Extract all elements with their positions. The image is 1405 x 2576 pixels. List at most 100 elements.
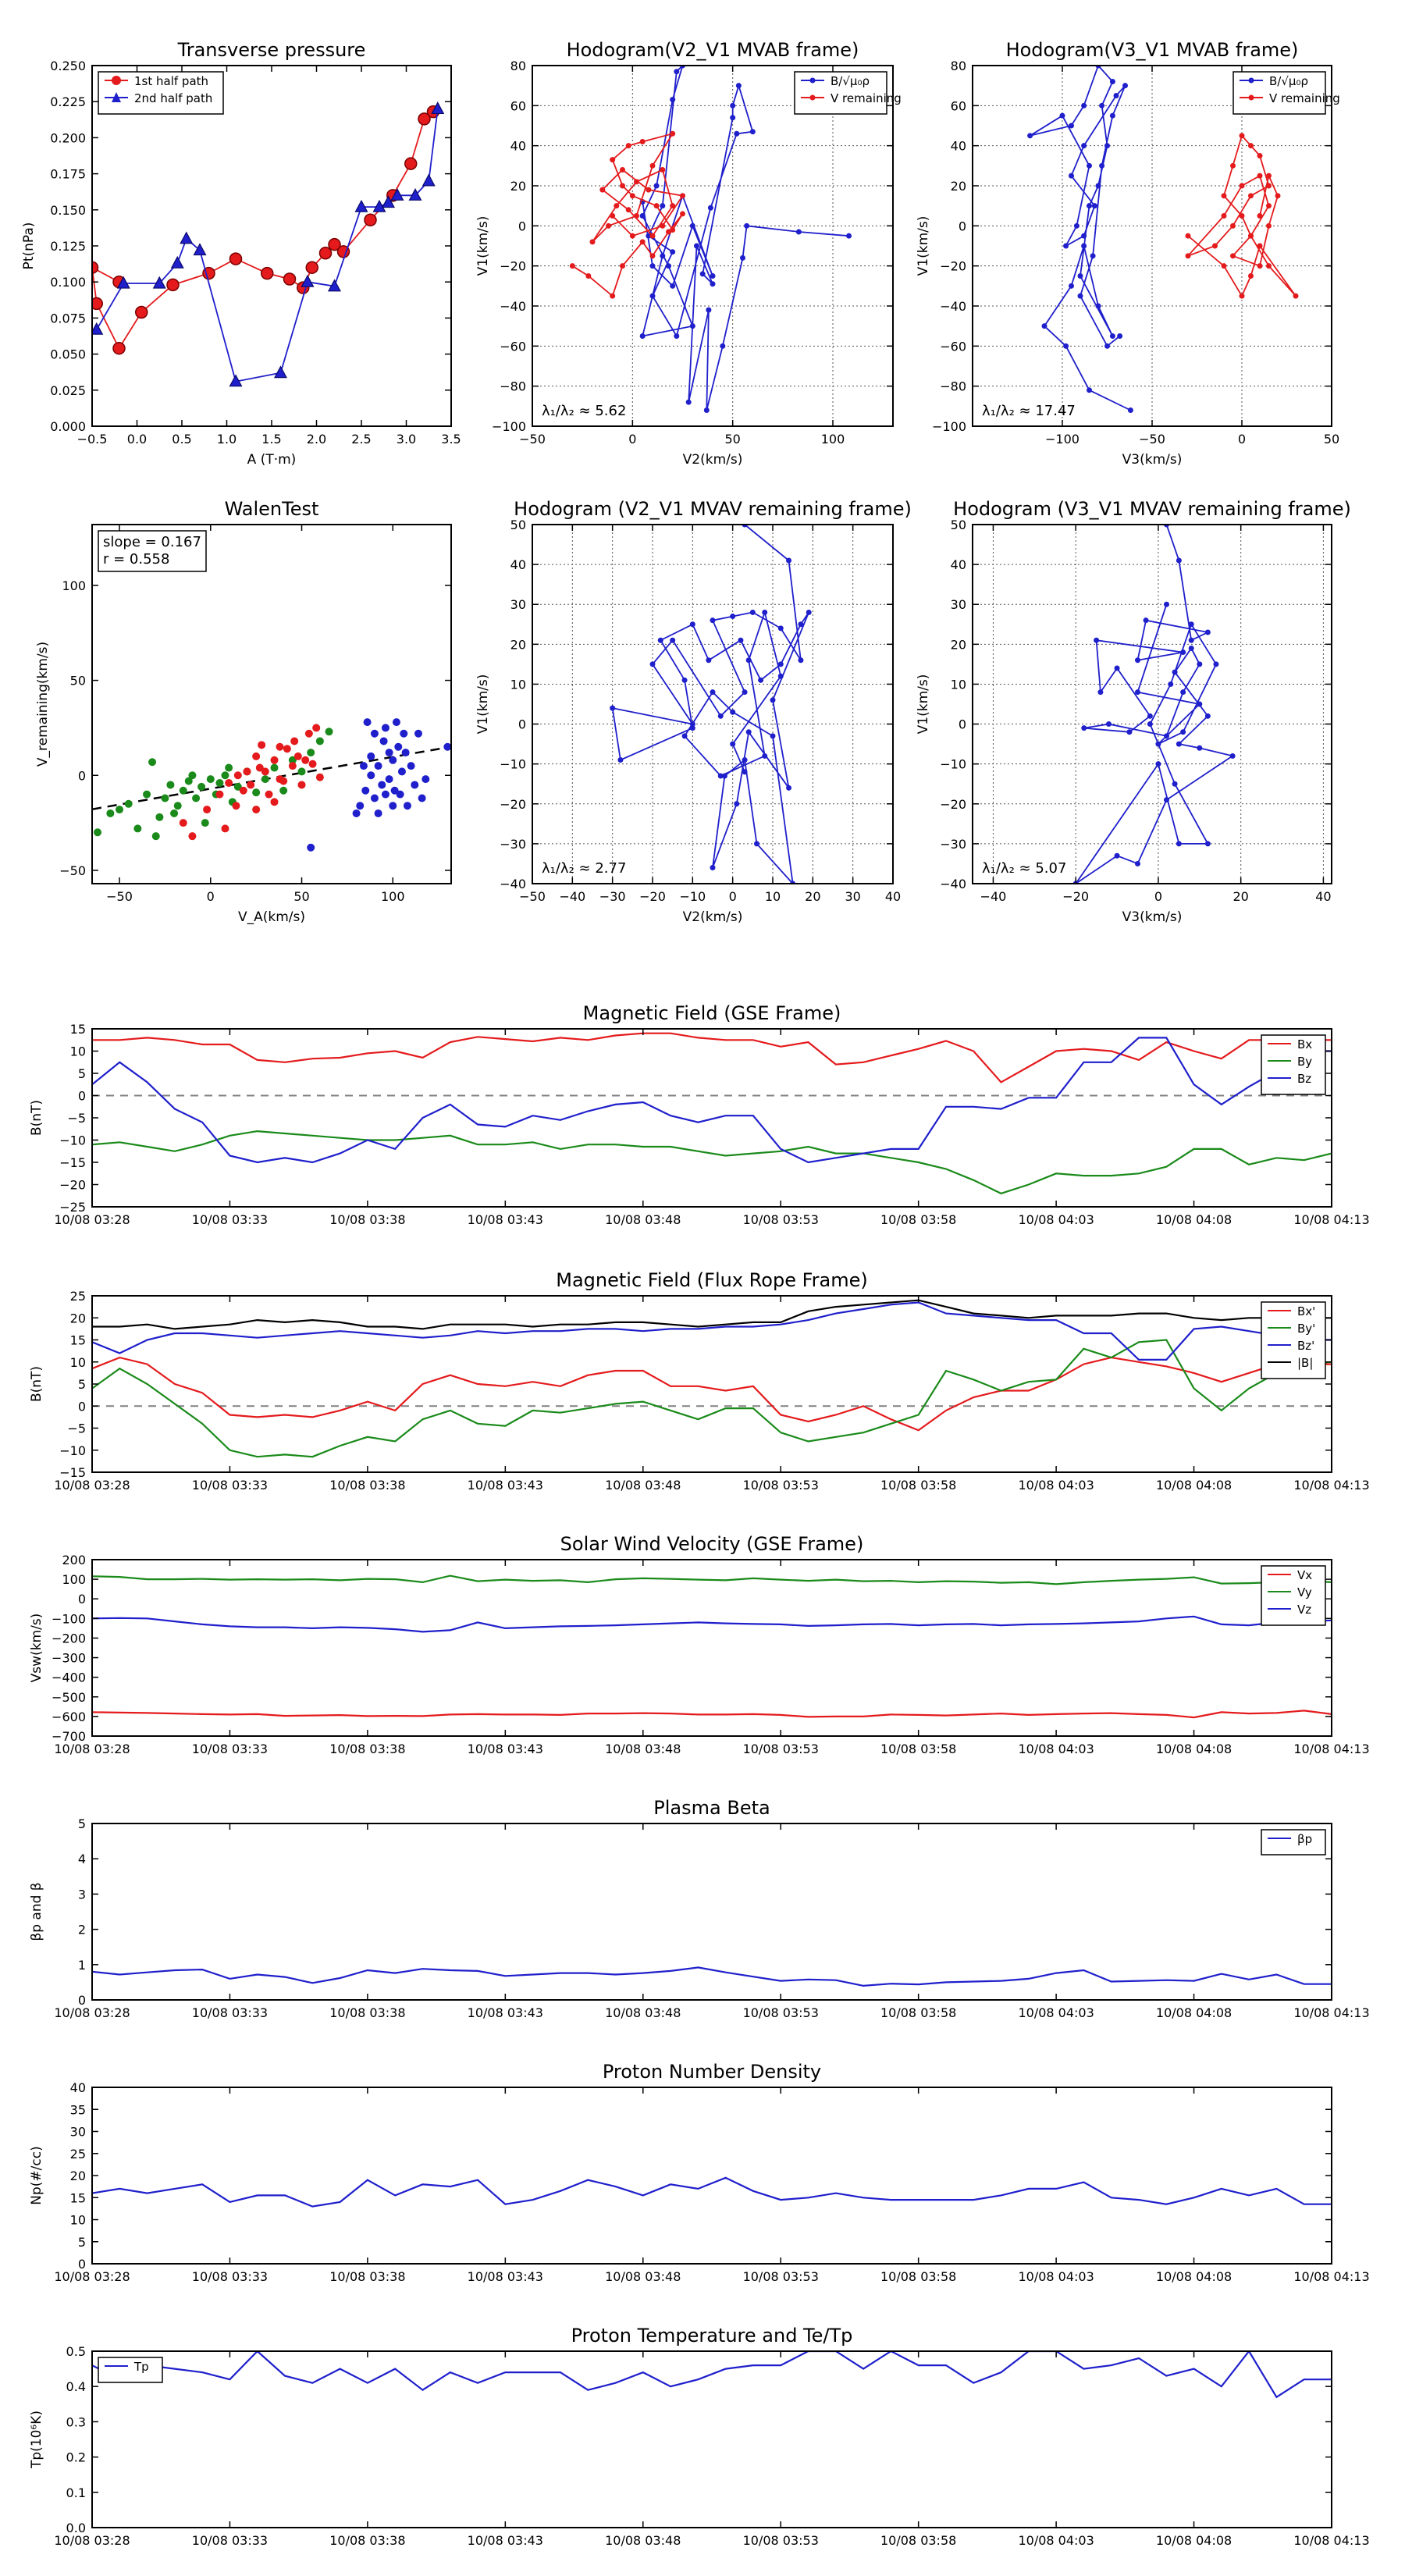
x-tick-label: 10/08 04:03 xyxy=(1018,1212,1094,1227)
data-point xyxy=(389,756,397,764)
data-point xyxy=(1081,233,1087,239)
legend-label: V remaining xyxy=(1269,91,1340,105)
y-tick-label: −30 xyxy=(500,837,526,852)
data-point xyxy=(1081,102,1087,109)
x-tick-label: 10/08 04:03 xyxy=(1018,2533,1094,2548)
x-tick-label: −20 xyxy=(639,889,666,904)
data-point xyxy=(599,187,606,193)
data-point xyxy=(258,741,266,749)
data-point xyxy=(112,341,126,355)
y-tick-label: −60 xyxy=(500,339,526,354)
data-point xyxy=(1266,222,1272,229)
data-point xyxy=(381,790,389,799)
y-tick-label: 100 xyxy=(62,578,86,593)
data-point xyxy=(589,239,596,245)
data-point xyxy=(625,143,631,149)
data-point xyxy=(742,689,748,696)
data-point xyxy=(252,788,261,797)
y-tick-label: −15 xyxy=(59,1155,86,1170)
data-point xyxy=(389,802,397,810)
x-tick-label: 10/08 04:03 xyxy=(1018,1478,1094,1493)
legend-label: Vz xyxy=(1297,1603,1311,1617)
data-point xyxy=(1114,852,1120,859)
data-point xyxy=(161,794,169,802)
x-tick-label: 10/08 03:53 xyxy=(743,2269,819,2284)
data-point xyxy=(364,213,377,226)
data-point xyxy=(356,802,365,810)
y-tick-label: −20 xyxy=(500,797,526,812)
data-point xyxy=(689,222,695,229)
x-tick-label: 10/08 03:28 xyxy=(54,1478,130,1493)
y-tick-label: −500 xyxy=(52,1690,86,1705)
x-tick-label: 10/08 03:48 xyxy=(605,2269,681,2284)
x-tick-label: 0 xyxy=(1238,432,1246,447)
x-tick-label: 10/08 03:33 xyxy=(192,1478,268,1493)
data-point xyxy=(288,756,297,764)
solar-wind-velocity-data xyxy=(92,1574,1332,1719)
legend-box xyxy=(1261,1034,1326,1095)
y-tick-label: 0.5 xyxy=(66,2344,86,2359)
data-point xyxy=(411,781,419,789)
data-point xyxy=(133,824,142,833)
x-tick-label: 10/08 04:08 xyxy=(1156,1212,1232,1227)
chart-title: Magnetic Field (GSE Frame) xyxy=(583,1002,841,1024)
y-tick-label: 20 xyxy=(951,179,966,194)
x-tick-label: −40 xyxy=(980,889,1007,904)
x-tick-label: 0.5 xyxy=(172,432,191,447)
data-point xyxy=(288,762,297,770)
data-point xyxy=(633,179,639,185)
data-point xyxy=(404,157,418,170)
y-tick-label: 0 xyxy=(518,219,526,233)
data-point xyxy=(1095,183,1101,189)
data-point xyxy=(646,187,652,193)
y-tick-label: −100 xyxy=(492,419,526,434)
data-point xyxy=(225,763,233,772)
x-tick-label: −0.5 xyxy=(77,432,108,447)
data-point xyxy=(305,261,318,274)
data-point xyxy=(660,222,666,229)
data-point xyxy=(1188,637,1194,643)
x-tick-label: 1.0 xyxy=(217,432,237,447)
y-tick-label: −10 xyxy=(59,1133,86,1148)
x-tick-label: 0 xyxy=(628,432,636,447)
hodogram-v3-v1-mvav-data xyxy=(1072,525,1236,884)
y-axis-label: V_remaining(km/s) xyxy=(35,642,51,767)
series-line-v-remaining xyxy=(571,132,685,297)
data-point xyxy=(649,233,656,239)
data-point xyxy=(1164,601,1170,607)
data-point xyxy=(762,753,768,759)
legend-label: By' xyxy=(1297,1322,1315,1336)
data-point xyxy=(422,775,430,784)
y-tick-label: 0.150 xyxy=(50,203,86,218)
data-point xyxy=(379,737,388,745)
y-tick-label: 0 xyxy=(959,717,966,732)
data-point xyxy=(1221,213,1227,219)
data-point xyxy=(243,767,251,776)
data-point xyxy=(670,203,676,209)
data-point xyxy=(1063,243,1069,249)
data-point xyxy=(1147,721,1153,728)
data-point xyxy=(1143,617,1149,624)
data-point xyxy=(233,771,242,780)
plasma-beta-chart: 10/08 03:28 10/08 03:33 10/08 03:38 10/08 0… xyxy=(29,1797,1370,2020)
y-tick-label: 0.025 xyxy=(50,383,86,398)
x-tick-label: 2.5 xyxy=(351,432,371,447)
data-point xyxy=(155,813,164,821)
y-tick-label: 0 xyxy=(78,1399,86,1414)
transverse-pressure-chart: −0.5 0.0 0.5 1.0 1.5 2.0 2.5 3.0 3.5 0.000 0.025 0.… xyxy=(21,39,461,468)
data-point xyxy=(1097,689,1104,696)
data-point xyxy=(786,557,792,564)
x-tick-label: 10/08 03:43 xyxy=(468,2533,543,2548)
x-tick-label: 10/08 03:28 xyxy=(54,2533,130,2548)
series-line-v-remaining xyxy=(1187,133,1297,298)
y-tick-label: 0.125 xyxy=(50,239,86,254)
x-tick-label: 2.0 xyxy=(307,432,326,447)
data-point xyxy=(1073,222,1080,229)
data-point xyxy=(374,762,382,770)
data-point xyxy=(693,243,699,249)
data-point xyxy=(649,253,656,259)
data-point xyxy=(730,115,736,121)
chart-title: Transverse pressure xyxy=(177,39,366,61)
chart-title: Hodogram (V3_V1 MVAV remaining frame) xyxy=(953,498,1351,520)
x-tick-label: 10/08 04:03 xyxy=(1018,2269,1094,2284)
